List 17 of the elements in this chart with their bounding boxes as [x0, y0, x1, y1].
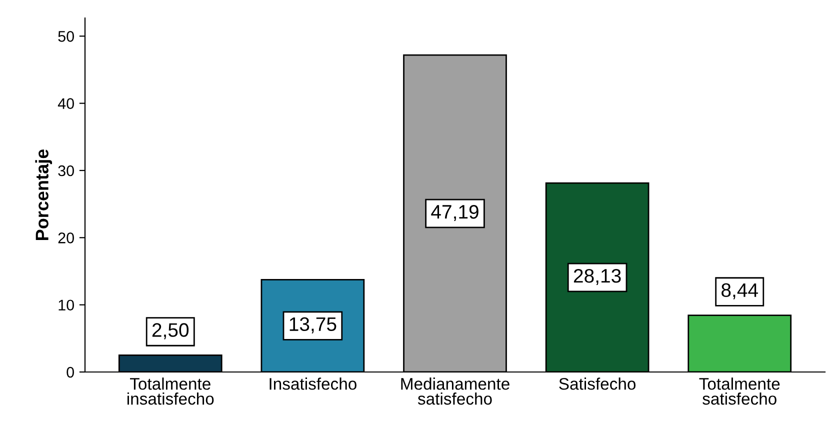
- data-label: 13,75: [290, 317, 336, 334]
- y-tick-label: 20: [58, 232, 74, 244]
- data-label: 28,13: [574, 268, 621, 286]
- y-tick-label: 50: [58, 31, 74, 42]
- y-tick-label: 40: [58, 98, 74, 109]
- y-axis-title: Porcentaje: [35, 149, 52, 240]
- x-tick-label: Medianamente satisfecho: [401, 378, 510, 405]
- x-tick-label: Totalmente satisfecho: [699, 378, 780, 405]
- data-label: 2,50: [152, 323, 189, 340]
- data-label: 8,44: [722, 283, 758, 300]
- x-tick-label: Satisfecho: [559, 378, 636, 390]
- x-tick-label: Totalmente insatisfecho: [127, 378, 214, 405]
- x-tick-label: Insatisfecho: [270, 378, 356, 390]
- y-tick-label: 30: [58, 165, 74, 176]
- y-tick-label: 0: [66, 366, 74, 378]
- data-label: 47,19: [431, 204, 478, 222]
- y-tick-label: 10: [58, 300, 74, 311]
